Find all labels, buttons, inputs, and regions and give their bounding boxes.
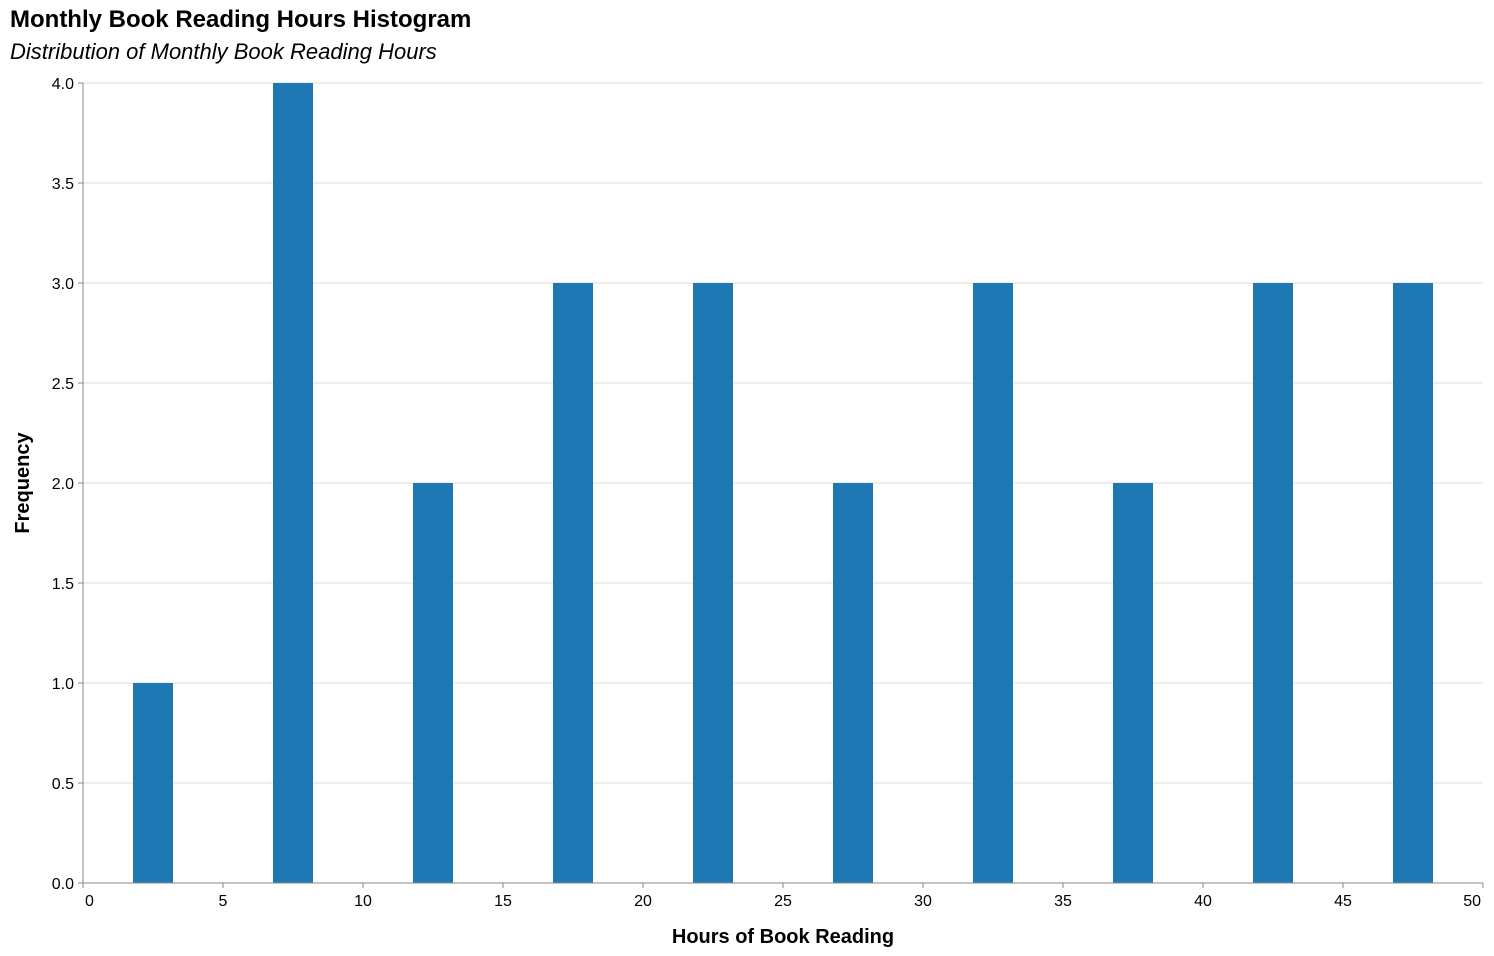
bars <box>133 83 1433 883</box>
y-tick-label: 4.0 <box>52 76 74 93</box>
x-tick-label: 40 <box>1194 893 1212 910</box>
x-tick-label: 50 <box>1463 893 1481 910</box>
histogram-bar <box>413 483 453 883</box>
x-tick-label: 30 <box>914 893 932 910</box>
x-tick-label: 10 <box>354 893 372 910</box>
chart-subtitle: Distribution of Monthly Book Reading Hou… <box>10 39 437 64</box>
axes: 0.0 0.5 1.0 1.5 2.0 2.5 3.0 3.5 4.0 0 5 10 15 20 25 30 3… <box>52 76 1484 910</box>
y-tick-label: 1.0 <box>52 676 74 693</box>
y-tick-label: 0.0 <box>52 876 74 893</box>
x-tick-label: 5 <box>219 893 228 910</box>
histogram-bar <box>1253 283 1293 883</box>
x-tick-label: 0 <box>85 893 94 910</box>
histogram-bar <box>973 283 1013 883</box>
x-tick-label: 35 <box>1054 893 1072 910</box>
x-tick-label: 20 <box>634 893 652 910</box>
y-tick-label: 1.5 <box>52 576 74 593</box>
y-axis-title: Frequency <box>12 432 34 534</box>
histogram-bar <box>833 483 873 883</box>
histogram-bar <box>693 283 733 883</box>
histogram-bar <box>553 283 593 883</box>
y-tick-label: 3.0 <box>52 276 74 293</box>
x-tick-label: 15 <box>494 893 512 910</box>
y-tick-label: 2.5 <box>52 376 74 393</box>
grid-lines <box>83 82 1483 884</box>
x-axis-title: Hours of Book Reading <box>672 926 894 948</box>
x-tick-label: 25 <box>774 893 792 910</box>
chart-title: Monthly Book Reading Hours Histogram <box>10 6 472 33</box>
y-tick-label: 3.5 <box>52 176 74 193</box>
y-tick-label: 2.0 <box>52 476 74 493</box>
histogram-bar <box>1113 483 1153 883</box>
y-tick-label: 0.5 <box>52 776 74 793</box>
histogram-bar <box>133 683 173 883</box>
x-tick-label: 45 <box>1334 893 1352 910</box>
histogram-bar <box>1393 283 1433 883</box>
histogram-bar <box>273 83 313 883</box>
